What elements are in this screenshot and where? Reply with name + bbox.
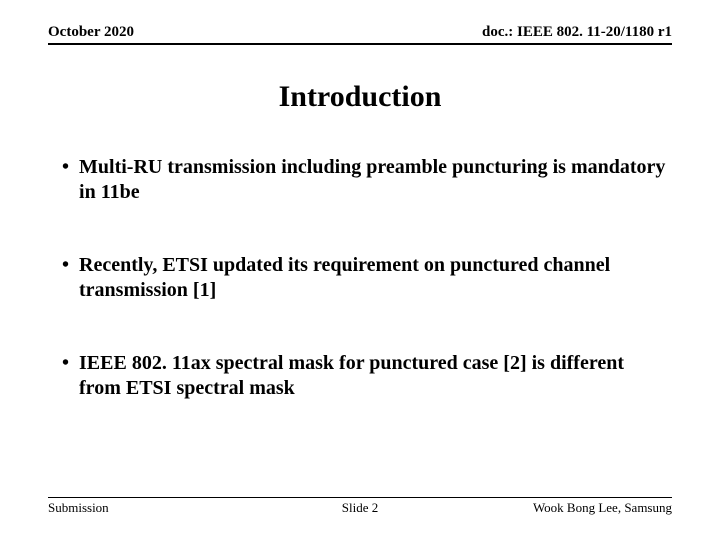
footer-right: Wook Bong Lee, Samsung	[533, 500, 672, 516]
bullet-marker: •	[62, 253, 69, 303]
footer-left: Submission	[48, 500, 109, 516]
footer-bar: Submission Slide 2 Wook Bong Lee, Samsun…	[48, 497, 672, 516]
header-bar: October 2020 doc.: IEEE 802. 11-20/1180 …	[48, 24, 672, 45]
bullet-text: Multi-RU transmission including preamble…	[79, 155, 668, 205]
bullet-marker: •	[62, 155, 69, 205]
bullet-text: IEEE 802. 11ax spectral mask for punctur…	[79, 351, 668, 401]
bullet-item: • Recently, ETSI updated its requirement…	[62, 253, 668, 303]
bullet-item: • Multi-RU transmission including preamb…	[62, 155, 668, 205]
header-date: October 2020	[48, 24, 134, 41]
bullet-item: • IEEE 802. 11ax spectral mask for punct…	[62, 351, 668, 401]
header-docref: doc.: IEEE 802. 11-20/1180 r1	[482, 24, 672, 41]
bullet-marker: •	[62, 351, 69, 401]
content-area: • Multi-RU transmission including preamb…	[62, 155, 668, 449]
bullet-text: Recently, ETSI updated its requirement o…	[79, 253, 668, 303]
page-title: Introduction	[0, 80, 720, 114]
footer-center: Slide 2	[342, 500, 378, 516]
